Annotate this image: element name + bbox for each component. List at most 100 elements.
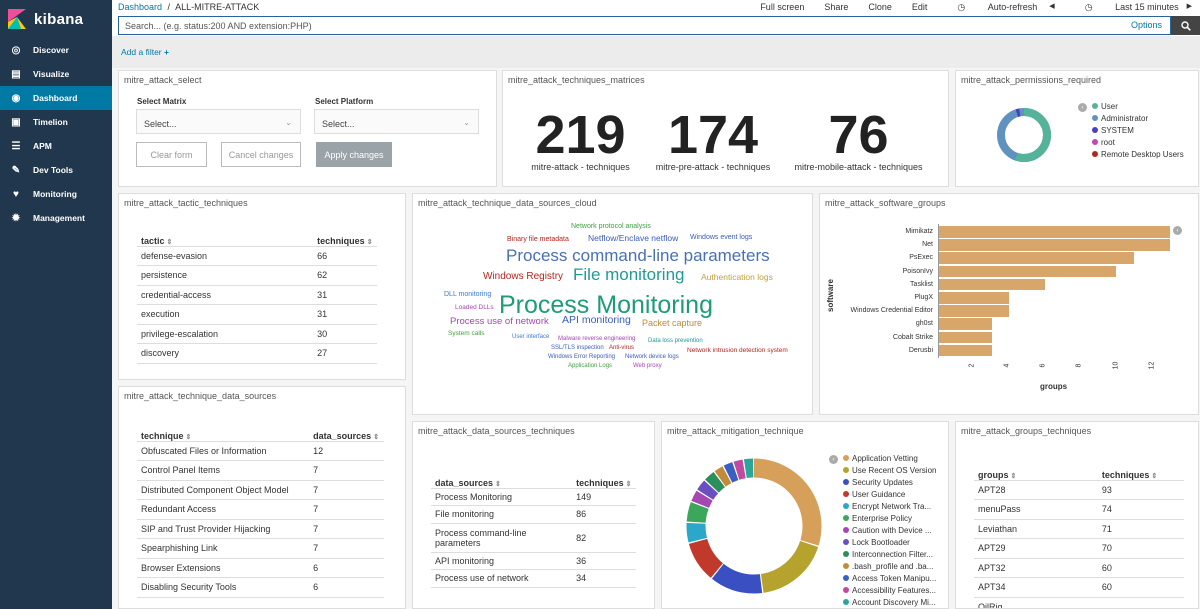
column-header[interactable]: technique ⇕ [137,417,310,442]
donut-slice[interactable] [686,458,822,594]
cloud-word[interactable]: Web proxy [633,363,662,369]
select-platform-dropdown[interactable]: Select... ⌄ [314,109,479,134]
cloud-word[interactable]: Netflow/Enclave netflow [588,233,679,243]
column-header[interactable]: techniques ⇕ [1097,456,1184,481]
legend-item[interactable]: Enterprise Policy [843,512,936,524]
clear-form-button[interactable]: Clear form [136,142,207,167]
cloud-word[interactable]: Binary file metadata [507,236,569,243]
auto-refresh-button[interactable]: ◷ Auto-refresh [937,2,1037,13]
sidebar-item-dev-tools[interactable]: ✎ Dev Tools [0,158,112,182]
legend-item[interactable]: Account Discovery Mi... [843,596,936,608]
time-range-button[interactable]: ◷ Last 15 minutes [1065,2,1179,13]
cloud-word[interactable]: Loaded DLLs [455,304,494,311]
legend-item[interactable]: Remote Desktop Users [1092,148,1184,160]
cloud-word[interactable]: Process Monitoring [499,291,713,319]
cloud-word[interactable]: File monitoring [573,265,685,284]
search-options-button[interactable]: Options [1130,20,1162,30]
bar-cobalt-strike[interactable] [938,331,992,344]
cloud-word[interactable]: Network intrusion detection system [687,347,788,354]
legend-item[interactable]: Lock Bootloader [843,536,936,548]
sidebar-item-timelion[interactable]: ▣ Timelion [0,110,112,134]
bar-psexec[interactable] [938,252,1135,264]
cloud-word[interactable]: SSL/TLS inspection [551,345,604,351]
app-name: kibana [34,10,84,28]
legend-item[interactable]: Interconnection Filter... [843,548,936,560]
legend-dot [1092,139,1098,145]
cloud-word[interactable]: Data loss prevention [648,338,703,344]
cloud-word[interactable]: Windows Error Reporting [548,354,616,360]
legend-item[interactable]: Accessibility Features... [843,584,936,596]
time-next-button[interactable]: ▶ [1186,2,1192,10]
donut-slice[interactable] [686,458,822,594]
donut-slice-user[interactable] [997,108,1051,162]
legend-toggle-icon[interactable]: ‹ [1078,103,1087,112]
bar-windows-credential-editor[interactable] [938,305,1010,317]
cloud-word[interactable]: Windows event logs [690,234,753,241]
column-header[interactable]: tactic ⇕ [137,222,314,247]
cloud-word[interactable]: DLL monitoring [444,291,492,298]
legend-item[interactable]: Caution with Device ... [843,524,936,536]
legend-item[interactable]: .bash_profile and .ba... [843,560,936,572]
legend-toggle-icon[interactable]: ‹ [1173,226,1182,235]
sidebar-item-visualize[interactable]: ▤ Visualize [0,62,112,86]
legend-item[interactable]: Use Recent OS Version [843,464,936,476]
kibana-logo[interactable]: kibana [0,0,112,38]
search-input[interactable]: Search... (e.g. status:200 AND extension… [118,16,1171,35]
cloud-word[interactable]: Process use of network [450,316,549,327]
cloud-word[interactable]: Windows Registry [483,271,564,282]
add-filter-button[interactable]: Add a filter + [121,47,169,57]
table-cell: SIP and Trust Provider Hijacking [137,519,310,539]
legend-item[interactable]: User [1092,100,1184,112]
bar-poisonivy[interactable] [938,265,1117,278]
share-button[interactable]: Share [824,1,849,12]
bar-derusbi[interactable] [938,344,992,357]
bar-net[interactable] [938,239,1170,251]
sidebar-item-apm[interactable]: ☰ APM [0,134,112,158]
select-matrix-dropdown[interactable]: Select... ⌄ [136,109,301,134]
column-header[interactable]: data_sources ⇕ [431,456,573,489]
bar-plugx[interactable] [938,292,1010,304]
bar-tasklist[interactable] [938,278,1046,291]
legend-toggle-icon[interactable]: ‹ [829,455,838,464]
cloud-word[interactable]: Network device logs [625,354,679,360]
sidebar-item-monitoring[interactable]: ♥ Monitoring [0,182,112,206]
legend-item[interactable]: Access Token Manipu... [843,572,936,584]
edit-button[interactable]: Edit [911,1,928,12]
bar-gh0st[interactable] [938,318,992,330]
search-submit-button[interactable] [1171,16,1200,35]
column-header[interactable]: data_sources ⇕ [309,417,384,442]
cloud-word[interactable]: System calls [448,330,485,337]
sidebar-item-discover[interactable]: ◎ Discover [0,38,112,62]
cloud-word[interactable]: API monitoring [562,314,631,326]
legend-item[interactable]: root [1092,136,1184,148]
table-row: Process command-line parameters 82 [431,523,636,553]
legend-item[interactable]: Administrator [1092,112,1184,124]
column-header[interactable]: techniques ⇕ [572,456,636,489]
cloud-word[interactable]: Network protocol analysis [571,223,651,230]
sidebar-item-management[interactable]: ✹ Management [0,206,112,230]
donut-slice[interactable] [686,458,822,594]
full-screen-button[interactable]: Full screen [760,1,805,12]
table-cell: Browser Extensions [137,558,310,578]
apply-changes-button[interactable]: Apply changes [316,142,392,167]
column-header[interactable]: groups ⇕ [974,456,1098,481]
cloud-word[interactable]: User interface [512,334,550,340]
cloud-word[interactable]: Process command-line parameters [506,246,770,265]
cancel-changes-button[interactable]: Cancel changes [221,142,301,167]
cloud-word[interactable]: Application Logs [568,363,613,369]
sidebar-item-dashboard[interactable]: ◉ Dashboard [0,86,112,110]
time-prev-button[interactable]: ◀ [1049,2,1055,10]
cloud-word[interactable]: Packet capture [642,318,703,328]
legend-item[interactable]: Application Vetting [843,452,936,464]
column-header[interactable]: techniques ⇕ [313,222,377,247]
legend-item[interactable]: SYSTEM [1092,124,1184,136]
legend-item[interactable]: Security Updates [843,476,936,488]
legend-item[interactable]: User Guidance [843,488,936,500]
legend-item[interactable]: Encrypt Network Tra... [843,500,936,512]
cloud-word[interactable]: Anti-virus [609,345,635,351]
cloud-word[interactable]: Authentication logs [701,272,773,282]
clone-button[interactable]: Clone [868,1,892,12]
breadcrumb-dashboard-link[interactable]: Dashboard [118,2,163,12]
cloud-word[interactable]: Malware reverse engineering [558,336,636,342]
bar-mimikatz[interactable] [938,226,1170,238]
